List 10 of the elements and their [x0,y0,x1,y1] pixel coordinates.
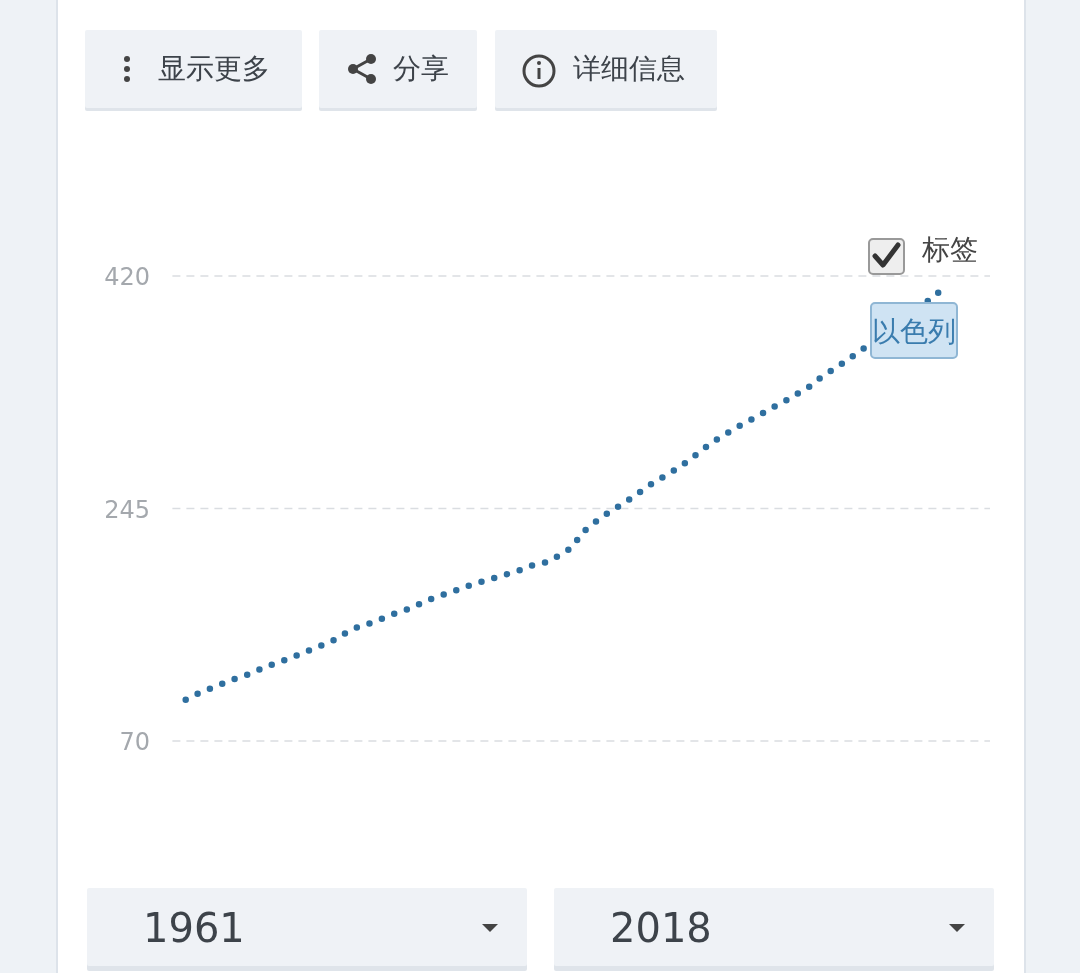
text: 详细信息 [573,52,685,85]
y-tick-label: 70 [119,728,150,756]
text: 2018 [610,905,712,951]
y-tick-label: 420 [104,263,150,291]
text: 分享 [393,52,449,85]
series-label: 以色列 [872,315,956,348]
text: 1961 [143,905,245,951]
text: 显示更多 [158,52,270,85]
y-tick-label: 245 [104,495,150,524]
text: 标签 [921,233,978,266]
